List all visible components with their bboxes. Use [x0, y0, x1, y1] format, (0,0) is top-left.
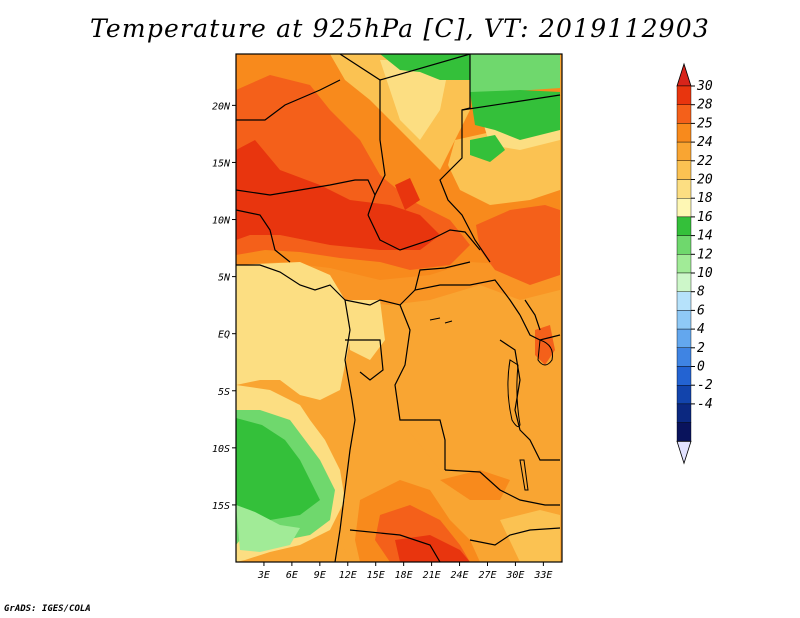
lat-axis: 20N 15N 10N 5N EQ 5S 10S 15S [212, 101, 236, 512]
colorbar-segment [676, 160, 692, 180]
lon-tick-label: 21E [423, 570, 441, 581]
colorbar-label: 20 [697, 173, 713, 188]
colorbar-label: 8 [697, 285, 705, 300]
colorbar-label: 18 [697, 191, 713, 206]
lat-tick-label: 20N [212, 101, 231, 112]
colorbar-segment [676, 310, 692, 330]
colorbar-label: 0 [697, 360, 705, 375]
colorbar-label: 4 [697, 322, 705, 337]
lon-tick-label: 15E [367, 570, 385, 581]
colorbar-segment [676, 179, 692, 199]
lon-tick-label: 24E [451, 570, 469, 581]
colorbar-label: -2 [697, 378, 713, 393]
lon-tick-label: 9E [314, 570, 326, 581]
colorbar-bottom-arrow [676, 440, 692, 465]
lon-tick-label: 27E [478, 570, 496, 581]
colorbar-segment [676, 104, 692, 124]
map-frame [235, 53, 563, 563]
colorbar-segment [676, 235, 692, 255]
colorbar-segment [676, 254, 692, 274]
lat-tick-label: 5N [218, 273, 231, 284]
lat-tick-label: 5S [218, 387, 230, 398]
lon-tick-label: 3E [257, 570, 270, 581]
colorbar-segment [676, 385, 692, 405]
colorbar-label: 28 [697, 98, 713, 113]
colorbar-segment [676, 272, 692, 292]
lon-axis: 3E 6E 9E 12E 15E 18E 21E 24E 27E 30E 33E [257, 562, 552, 581]
colorbar-segment [676, 85, 692, 105]
colorbar-segment [676, 141, 692, 162]
colorbar-label: 2 [697, 341, 705, 356]
colorbar-segment [676, 197, 692, 218]
lon-tick-label: 30E [505, 570, 524, 581]
colorbar-segment [676, 347, 692, 367]
lon-tick-label: 33E [533, 570, 552, 581]
colorbar-top-arrow [676, 62, 692, 87]
colorbar-segment [676, 403, 692, 423]
lakes [429, 317, 553, 491]
colorbar-segment [676, 216, 692, 236]
chart-title: Temperature at 925hPa [C], VT: 201911290… [90, 14, 710, 43]
colorbar-label: 6 [697, 303, 705, 318]
lon-tick-label: 18E [395, 570, 413, 581]
colorbar-label: 25 [697, 116, 713, 131]
colorbar-segment [676, 291, 692, 311]
colorbar-label: 14 [697, 229, 713, 244]
temperature-field [236, 54, 562, 562]
colorbar-label: 12 [697, 247, 713, 262]
lat-tick-label: 15N [212, 158, 231, 169]
colorbar-segment [676, 422, 692, 442]
colorbar-label: 24 [697, 135, 713, 150]
colorbar-label: 22 [697, 154, 713, 169]
lat-tick-label: 15S [212, 501, 230, 512]
lat-tick-label: 10S [212, 444, 230, 455]
credit-text: GrADS: IGES/COLA [4, 604, 91, 614]
colorbar-segment [676, 366, 692, 386]
colorbar-label: -4 [697, 397, 713, 412]
lon-tick-label: 6E [286, 570, 298, 581]
lat-tick-label: 10N [212, 216, 231, 227]
colorbar-label: 30 [696, 79, 713, 94]
colorbar-segment [676, 123, 692, 143]
colorbar-segment [676, 328, 692, 349]
country-borders [236, 54, 561, 562]
colorbar-label: 10 [697, 266, 713, 281]
lat-tick-label: EQ [218, 330, 230, 341]
lon-tick-label: 12E [339, 570, 357, 581]
colorbar-label: 16 [697, 210, 713, 225]
